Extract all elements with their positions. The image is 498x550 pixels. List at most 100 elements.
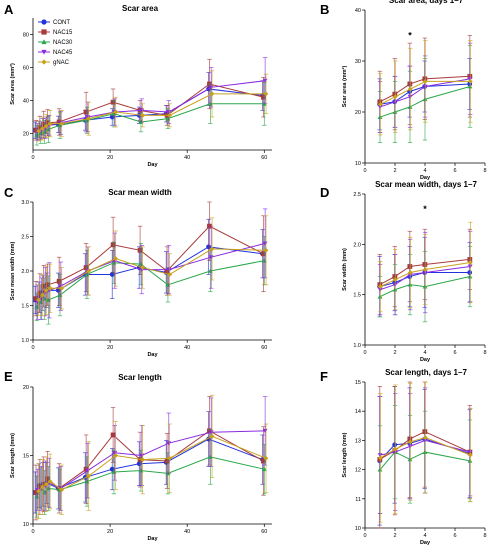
- marker-triangle-up: [207, 454, 213, 459]
- marker-diamond: [209, 91, 215, 97]
- x-tick-label: 40: [184, 529, 190, 535]
- marker-diamond: [59, 487, 65, 493]
- y-tick-label: 1.5: [21, 304, 29, 310]
- marker-diamond: [167, 112, 173, 118]
- marker-triangle-up: [84, 479, 90, 484]
- marker-triangle-up: [207, 268, 213, 273]
- marker-square: [45, 282, 50, 288]
- legend-label: NAC15: [53, 30, 73, 36]
- marker-square: [83, 109, 89, 115]
- x-tick-label: 20: [107, 529, 113, 535]
- panel-c: C Scar mean width 1.0 1.5 2.0 2.5 3.0 0 20 40 60 Da…: [4, 185, 272, 358]
- y-tick-label: 12: [355, 468, 361, 474]
- x-tick-label: 2: [393, 533, 396, 539]
- marker-diamond: [407, 439, 413, 445]
- x-tick-label: 20: [107, 155, 113, 161]
- marker-diamond: [407, 86, 413, 92]
- marker-square: [83, 265, 89, 270]
- marker-square: [137, 247, 143, 253]
- y-axis-label: Scar width (mm): [342, 248, 348, 291]
- marker-triangle-up: [261, 258, 267, 263]
- marker-diamond: [422, 435, 428, 440]
- panel-f: F Scar length, days 1–7 10 11 12 13 14 15 0 2 4 6 8 D…: [320, 368, 487, 546]
- marker-diamond: [377, 455, 383, 461]
- marker-diamond: [59, 121, 65, 126]
- series-line: [34, 246, 263, 301]
- marker-triangle-up: [111, 111, 117, 116]
- marker-diamond: [36, 297, 41, 303]
- x-tick-label: 4: [423, 533, 426, 539]
- y-tick-label: 1.0: [21, 338, 29, 344]
- series-nac45: [35, 208, 268, 320]
- y-tick-label: 80: [23, 33, 29, 39]
- x-axis-label: Day: [147, 162, 158, 168]
- x-tick-label: 60: [261, 155, 267, 161]
- marker-triangle-up: [138, 468, 144, 473]
- marker-diamond: [377, 101, 383, 107]
- marker-diamond: [422, 267, 428, 272]
- marker-diamond: [392, 446, 398, 452]
- y-tick-label: 10: [355, 161, 361, 167]
- marker-square: [41, 29, 47, 35]
- y-tick-label: 40: [23, 99, 29, 105]
- x-tick-label: 0: [31, 155, 34, 161]
- marker-triangle-up: [84, 272, 90, 277]
- marker-diamond: [43, 287, 49, 293]
- marker-diamond: [86, 116, 92, 122]
- x-tick-label: 0: [31, 529, 34, 535]
- x-axis-label: Day: [147, 352, 158, 358]
- significance-star: *: [408, 31, 412, 41]
- marker-diamond: [209, 246, 215, 252]
- x-tick-label: 40: [184, 155, 190, 161]
- series-gnac: [377, 381, 473, 523]
- panel-title: Scar area: [122, 4, 159, 13]
- marker-diamond: [36, 128, 41, 134]
- marker-diamond: [113, 109, 119, 115]
- marker-square: [37, 290, 43, 296]
- marker-diamond: [86, 268, 92, 274]
- x-axis-label: Day: [420, 175, 431, 181]
- x-axis-label: Day: [147, 536, 158, 542]
- panel-e: E Scar length 10 15 20 0 20 40 60 Day Scar length …: [4, 369, 272, 542]
- marker-diamond: [167, 272, 173, 277]
- panel-letter: D: [320, 185, 329, 200]
- marker-triangle-up: [42, 129, 47, 134]
- marker-triangle-up: [57, 292, 63, 298]
- y-tick-label: 20: [355, 110, 361, 116]
- series-line: [36, 260, 265, 308]
- x-axis-label: Day: [420, 357, 431, 363]
- y-tick-label: 20: [23, 132, 29, 138]
- marker-circle: [109, 272, 115, 277]
- marker-diamond: [263, 91, 269, 97]
- marker-diamond: [392, 277, 398, 282]
- marker-triangle-up: [165, 282, 171, 287]
- marker-circle: [41, 19, 47, 25]
- panel-title: Scar mean width: [108, 188, 172, 197]
- x-tick-label: 2: [393, 350, 396, 356]
- marker-diamond: [47, 121, 53, 126]
- series-nac45: [35, 57, 268, 141]
- marker-square: [110, 99, 116, 105]
- marker-triangle-up: [38, 131, 44, 136]
- marker-circle: [109, 114, 115, 120]
- x-tick-label: 8: [483, 533, 486, 539]
- x-tick-label: 8: [483, 350, 486, 356]
- marker-triangle-up: [41, 39, 47, 45]
- marker-square: [33, 490, 39, 495]
- y-axis-label: Scar length (mm): [342, 432, 348, 477]
- panel-b: B Scar area, days 1–7 10 20 30 40 0 2 4 6 8 Day Scar…: [320, 0, 487, 181]
- x-tick-label: 6: [453, 350, 456, 356]
- marker-triangle-up: [46, 485, 51, 491]
- marker-triangle-up: [46, 297, 51, 302]
- marker-triangle-up: [138, 261, 144, 267]
- panel-letter: B: [320, 2, 329, 17]
- y-tick-label: 40: [355, 8, 361, 14]
- x-tick-label: 0: [363, 168, 366, 174]
- y-axis-label: Scar mean width (mm): [10, 241, 16, 300]
- marker-diamond: [422, 79, 428, 84]
- marker-square: [261, 458, 266, 464]
- y-tick-label: 10: [355, 526, 361, 532]
- panel-title: Scar area, days 1–7: [389, 0, 464, 5]
- marker-diamond: [40, 292, 45, 298]
- y-tick-label: 1.5: [353, 293, 361, 299]
